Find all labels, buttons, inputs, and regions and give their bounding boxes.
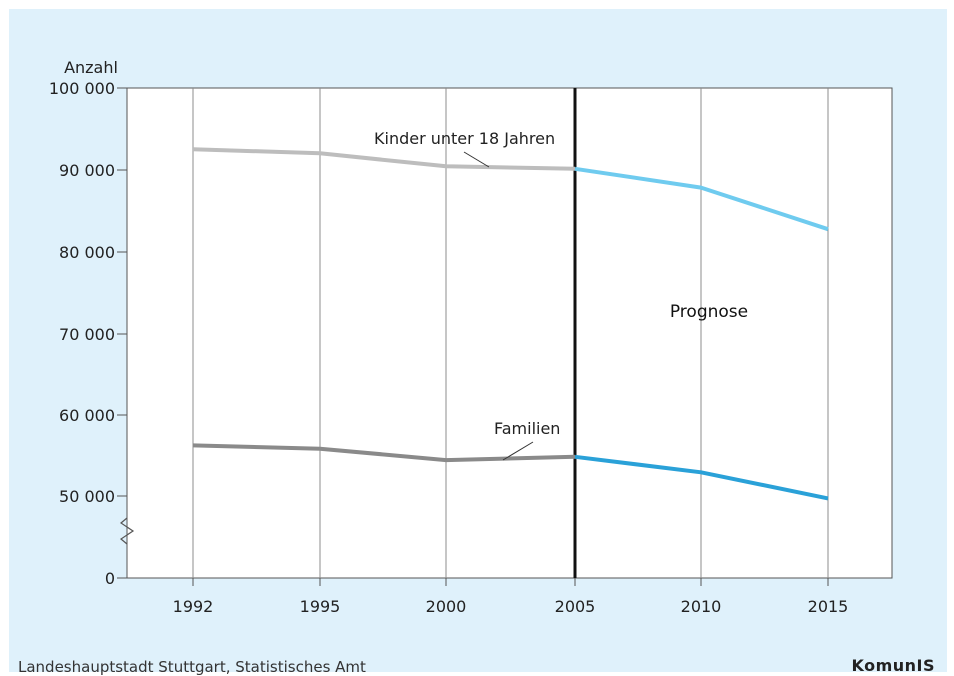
- y-tick-label: 70 000: [59, 325, 115, 344]
- y-tick-label: 90 000: [59, 161, 115, 180]
- y-tick-label: 50 000: [59, 487, 115, 506]
- line-chart: 0 50 000 60 000 70 000 80 000 90 000 100 000 1…: [49, 58, 893, 616]
- y-axis-label: Anzahl: [64, 58, 118, 77]
- chart-background: 0 50 000 60 000 70 000 80 000 90 000 100 000 1…: [9, 9, 947, 676]
- series-0-observed-line: [192, 147, 576, 171]
- series-label-0: Kinder unter 18 Jahren: [374, 129, 555, 148]
- series-1-forecast-line: [574, 454, 829, 501]
- forecast-label: Prognose: [670, 302, 748, 322]
- series-label-1: Familien: [494, 419, 560, 438]
- source-note: Landeshauptstadt Stuttgart, Statistische…: [18, 658, 366, 676]
- komunis-logo: KomunIS: [851, 656, 935, 675]
- series-label-leader-0: [463, 151, 490, 168]
- y-tick-label: 100 000: [49, 79, 115, 98]
- x-tick-label: 2005: [555, 597, 596, 616]
- x-tick-label: 2000: [426, 597, 467, 616]
- x-tick-label: 2015: [808, 597, 849, 616]
- y-tick-label: 60 000: [59, 406, 115, 425]
- y-tick-label: 80 000: [59, 243, 115, 262]
- x-tick-label: 1992: [173, 597, 214, 616]
- plot-area: [126, 87, 893, 579]
- x-tick-label: 2010: [681, 597, 722, 616]
- axis-break-icon: [119, 517, 135, 545]
- x-tick-label: 1995: [300, 597, 341, 616]
- y-tick-label: 0: [105, 569, 115, 588]
- series-1-observed-line: [192, 443, 576, 463]
- series-label-leader-1: [502, 441, 534, 461]
- series-0-forecast-line: [574, 166, 829, 232]
